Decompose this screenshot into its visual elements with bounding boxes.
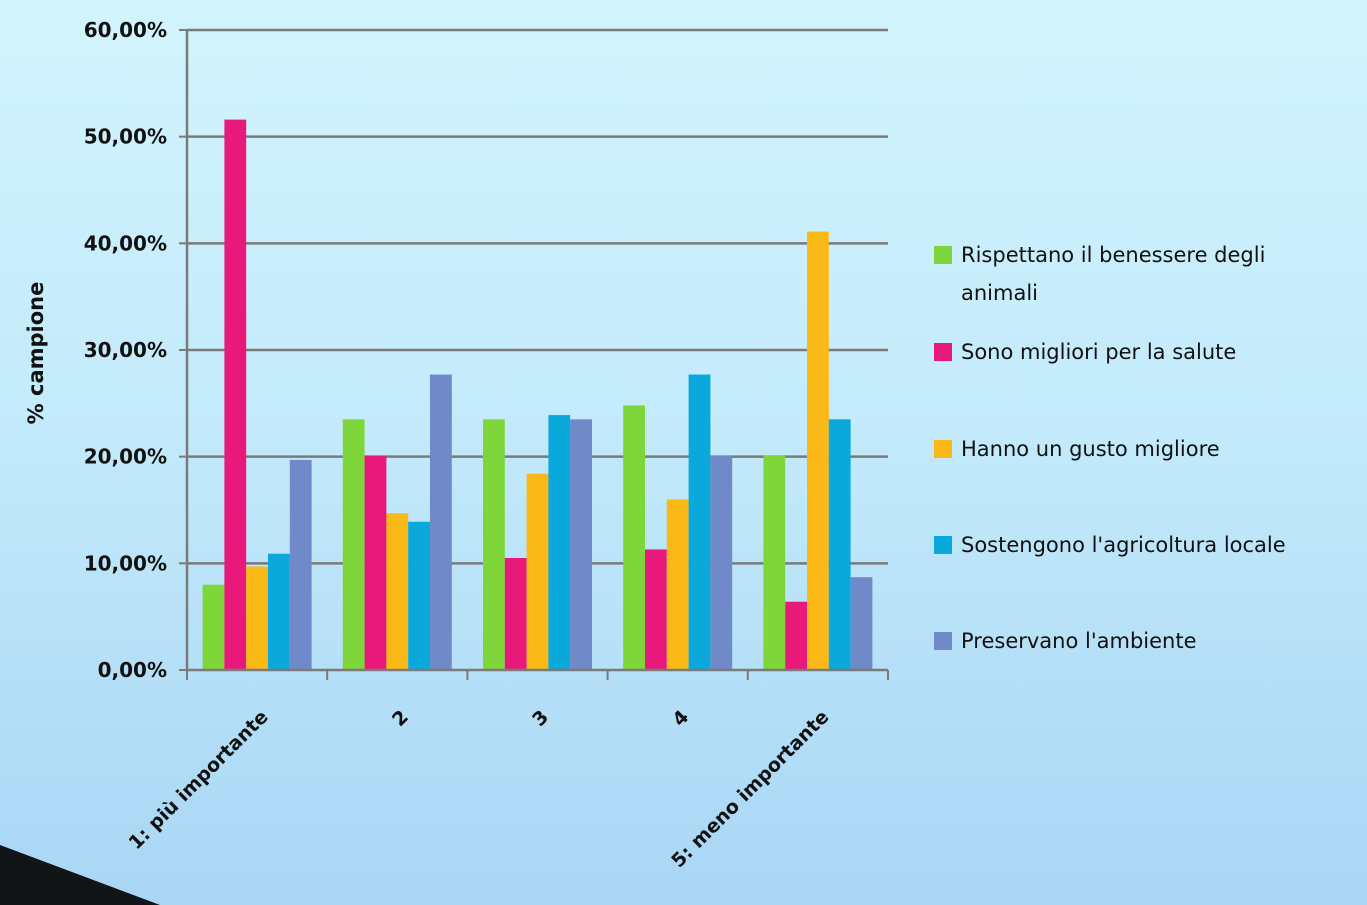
- bar: [289, 459, 312, 670]
- legend-swatch: [934, 632, 952, 650]
- legend-label: Sono migliori per la salute: [961, 340, 1236, 364]
- x-axis-ticks: 1: più importante 2 3 45: meno importante: [125, 670, 889, 872]
- axes: [185, 30, 888, 672]
- bar: [645, 549, 667, 670]
- x-category-label: 2: [388, 706, 413, 731]
- legend-label: Hanno un gusto migliore: [961, 437, 1220, 461]
- legend-label: Sostengono l'agricoltura locale: [961, 533, 1286, 557]
- y-tick-label: 10,00%: [84, 551, 167, 575]
- y-tick-label: 20,00%: [84, 445, 167, 469]
- bar: [224, 119, 247, 671]
- legend-swatch: [934, 246, 952, 264]
- bar: [526, 473, 549, 670]
- bar: [386, 513, 409, 670]
- bar: [710, 455, 733, 670]
- bar: [850, 577, 873, 670]
- y-axis-ticks: 0,00% 10,00% 20,00% 30,00% 40,00% 50,00% 60,00…: [84, 18, 187, 682]
- y-tick-label: 0,00%: [98, 658, 167, 682]
- bar: [785, 601, 807, 670]
- bar: [504, 558, 527, 670]
- bar: [430, 374, 452, 670]
- bar: [763, 455, 786, 670]
- legend-label: Rispettano il benessere degli animali: [961, 243, 1265, 305]
- legend-swatch: [934, 343, 952, 361]
- bar: [202, 584, 225, 670]
- bar: [408, 521, 430, 670]
- y-tick-label: 60,00%: [84, 18, 167, 42]
- slide-corner-decoration: [0, 845, 160, 905]
- bar: [246, 566, 268, 670]
- bar: [828, 419, 851, 670]
- bar: [268, 553, 290, 670]
- x-category-label: 3: [528, 706, 553, 731]
- y-tick-label: 50,00%: [84, 125, 167, 149]
- bar: [548, 415, 571, 670]
- bar: [483, 419, 505, 670]
- legend-swatch: [934, 440, 952, 458]
- legend-swatch: [934, 536, 952, 554]
- y-tick-label: 40,00%: [84, 231, 167, 255]
- bar: [570, 419, 592, 670]
- legend-label: Preservano l'ambiente: [961, 629, 1197, 653]
- bar: [623, 405, 645, 670]
- bar: [807, 231, 829, 670]
- bars: [202, 119, 873, 671]
- x-category-label: 4: [668, 706, 693, 731]
- bar: [666, 499, 689, 670]
- x-category-label: 5: meno importante: [667, 706, 833, 872]
- bar: [364, 455, 387, 670]
- y-tick-label: 30,00%: [84, 338, 167, 362]
- x-category-label: 1: più importante: [125, 706, 273, 854]
- bar: [688, 374, 711, 670]
- y-axis-label: % campione: [24, 282, 48, 425]
- legend: Rispettano il benessere degli animali Sono…: [934, 243, 1286, 653]
- bar: [342, 419, 365, 670]
